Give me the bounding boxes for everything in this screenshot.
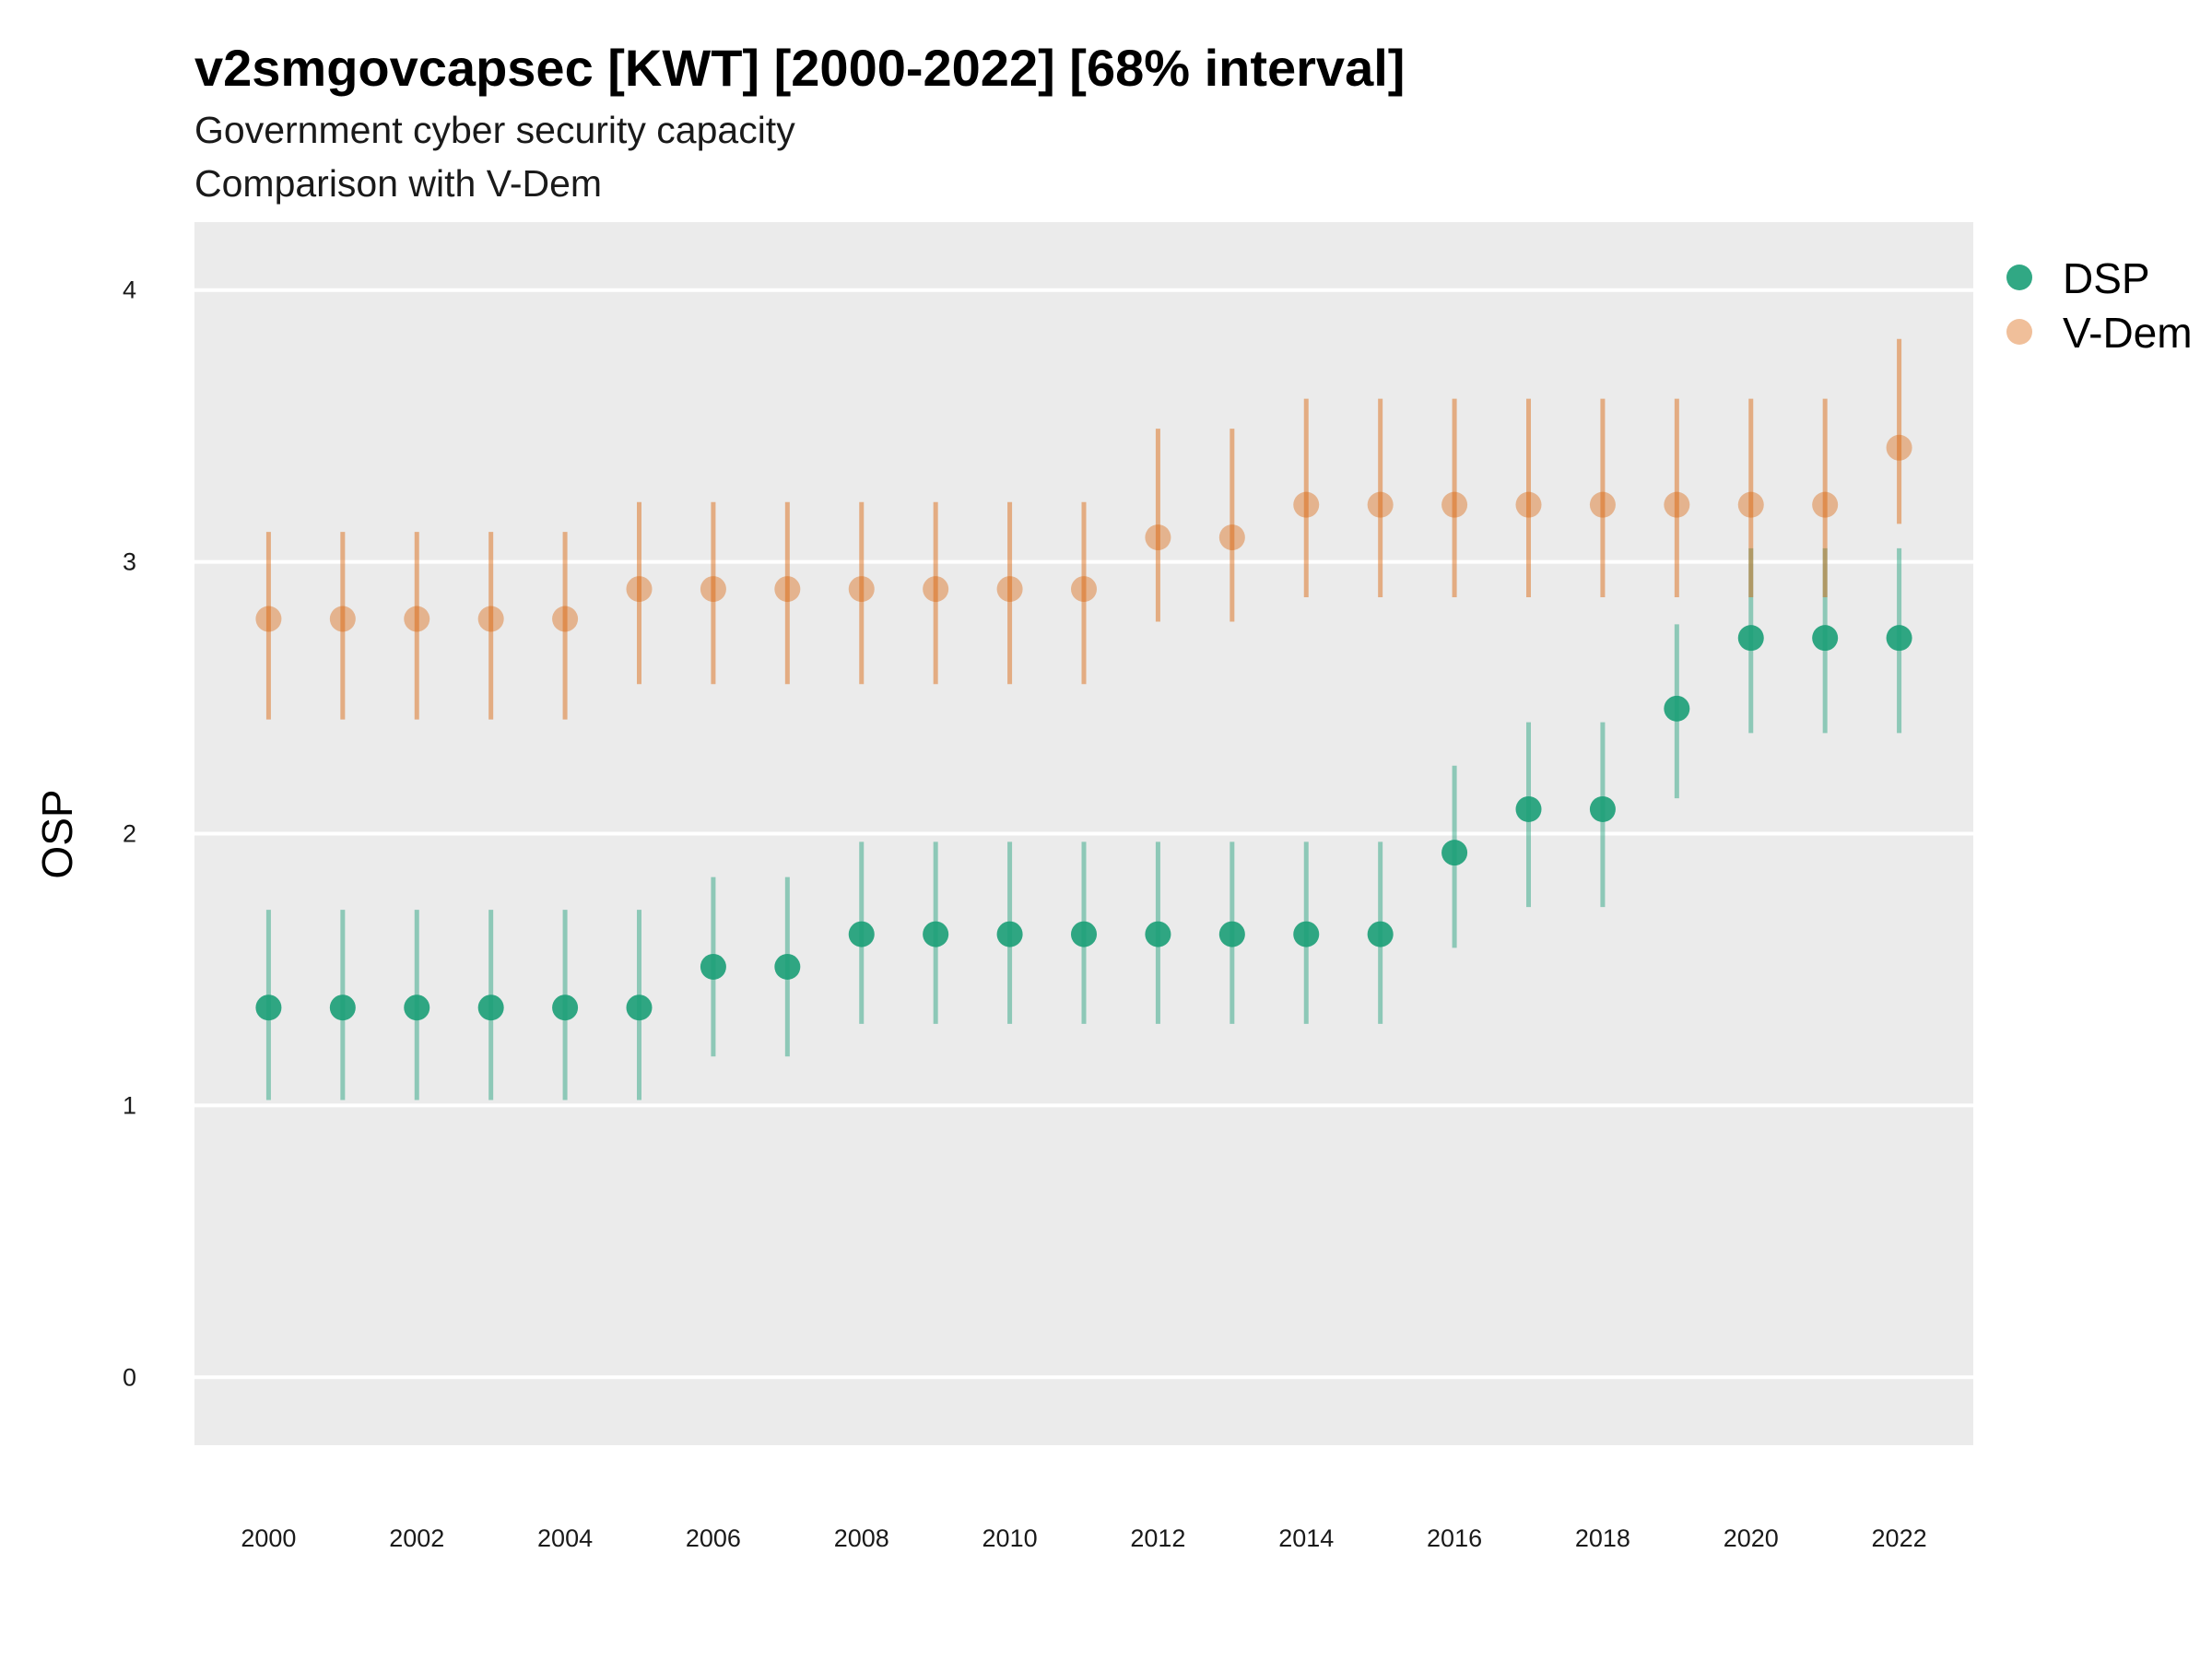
data-point-vdem: [1515, 491, 1542, 518]
data-point-vdem: [700, 576, 726, 603]
x-tick-label: 2008: [834, 1524, 889, 1552]
data-point-dsp: [848, 921, 875, 947]
data-point-vdem: [848, 576, 875, 603]
x-tick-label: 2004: [537, 1524, 593, 1552]
y-tick-label: 1: [123, 1091, 136, 1119]
data-point-vdem: [404, 606, 430, 632]
x-tick-label: 2000: [241, 1524, 296, 1552]
data-point-dsp: [404, 994, 430, 1021]
chart-subtitle-comparison: Comparison with V-Dem: [194, 162, 602, 205]
data-point-vdem: [996, 576, 1023, 603]
series-dsp: [255, 547, 1912, 1100]
data-point-vdem: [774, 576, 801, 603]
data-point-dsp: [1293, 921, 1320, 947]
x-tick-label: 2010: [982, 1524, 1038, 1552]
data-point-dsp: [477, 994, 504, 1021]
data-point-dsp: [1145, 921, 1171, 947]
data-point-vdem: [1145, 524, 1171, 551]
data-point-vdem: [1293, 491, 1320, 518]
data-point-vdem: [1664, 491, 1690, 518]
data-point-vdem: [1737, 491, 1764, 518]
x-tick-label: 2016: [1427, 1524, 1482, 1552]
data-point-vdem: [1812, 491, 1839, 518]
data-point-vdem: [923, 576, 949, 603]
data-point-dsp: [1589, 795, 1616, 822]
legend-key-dsp: [2006, 265, 2032, 290]
data-point-dsp: [700, 953, 726, 980]
data-point-dsp: [1737, 625, 1764, 652]
data-point-dsp: [1664, 695, 1690, 722]
data-point-vdem: [477, 606, 504, 632]
data-point-dsp: [1218, 921, 1245, 947]
data-point-vdem: [255, 606, 282, 632]
data-point-vdem: [1367, 491, 1394, 518]
x-tick-label: 2014: [1278, 1524, 1334, 1552]
data-point-vdem: [626, 576, 653, 603]
x-tick-label: 2006: [686, 1524, 741, 1552]
legend-label-dsp: DSP: [2063, 254, 2150, 302]
data-point-vdem: [1071, 576, 1097, 603]
grid-lines: [194, 288, 1973, 1380]
data-point-dsp: [552, 994, 579, 1021]
chart-subtitle: Government cyber security capacity: [194, 109, 795, 151]
data-point-vdem: [1218, 524, 1245, 551]
data-point-vdem: [1589, 491, 1616, 518]
legend-key-vdem: [2006, 319, 2032, 345]
data-point-dsp: [774, 953, 801, 980]
y-tick-label: 4: [123, 276, 136, 304]
x-axis-ticks: 2000 2002 2004 2006 2008 2010 2012 2014 2016 2018…: [241, 1524, 1926, 1552]
legend-label-vdem: V-Dem: [2063, 309, 2193, 357]
y-tick-label: 0: [123, 1363, 136, 1391]
data-point-dsp: [996, 921, 1023, 947]
data-point-dsp: [1071, 921, 1097, 947]
series-layer: [255, 338, 1912, 1100]
y-axis-title: OSP: [33, 789, 81, 878]
data-point-vdem: [1886, 434, 1912, 461]
data-point-dsp: [255, 994, 282, 1021]
x-tick-label: 2022: [1872, 1524, 1927, 1552]
data-point-dsp: [1886, 625, 1912, 652]
data-point-dsp: [329, 994, 356, 1021]
x-tick-label: 2002: [389, 1524, 444, 1552]
y-tick-label: 3: [123, 548, 136, 576]
series-vdem: [255, 338, 1912, 720]
data-point-dsp: [1812, 625, 1839, 652]
data-point-vdem: [329, 606, 356, 632]
data-point-dsp: [1441, 840, 1468, 866]
y-tick-label: 2: [123, 820, 136, 848]
x-tick-label: 2018: [1575, 1524, 1630, 1552]
data-point-dsp: [923, 921, 949, 947]
data-point-vdem: [552, 606, 579, 632]
x-tick-label: 2020: [1724, 1524, 1779, 1552]
chart-title: v2smgovcapsec [KWT] [2000-2022] [68% int…: [194, 39, 1405, 97]
data-point-dsp: [626, 994, 653, 1021]
data-point-dsp: [1515, 795, 1542, 822]
data-point-vdem: [1441, 491, 1468, 518]
data-point-dsp: [1367, 921, 1394, 947]
legend: DSP V-Dem: [2006, 254, 2193, 357]
y-axis-ticks: 0 1 2 3 4: [123, 276, 136, 1392]
x-tick-label: 2012: [1130, 1524, 1185, 1552]
